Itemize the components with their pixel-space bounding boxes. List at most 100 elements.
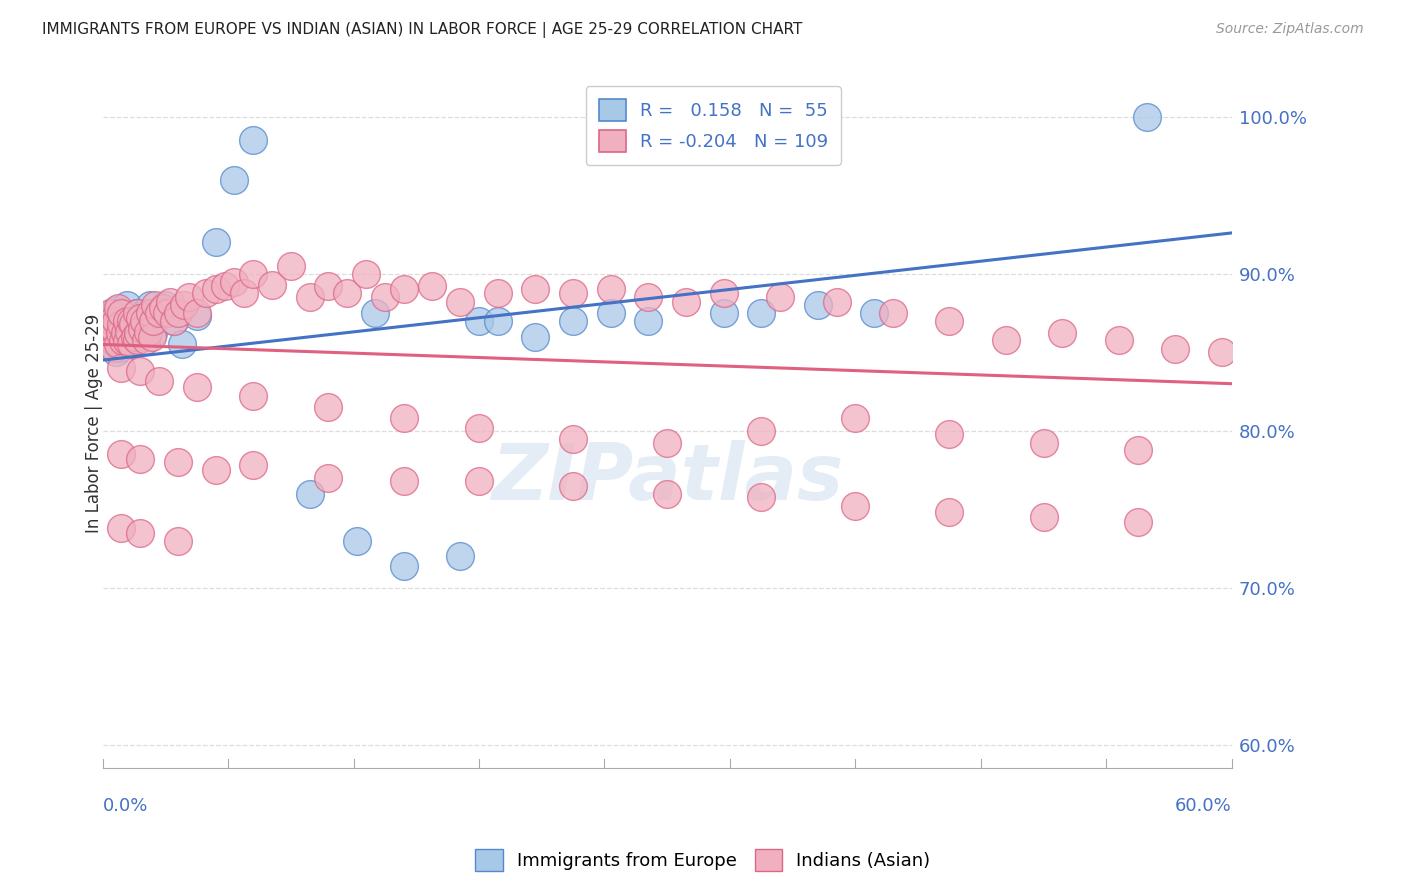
Point <box>120 337 142 351</box>
Point <box>121 317 143 331</box>
Point <box>129 310 152 325</box>
Point <box>132 314 155 328</box>
Point <box>138 306 160 320</box>
Point <box>994 333 1017 347</box>
Point <box>107 301 129 316</box>
Point <box>318 471 340 485</box>
Point <box>242 389 264 403</box>
Legend: R =   0.158   N =  55, R = -0.204   N = 109: R = 0.158 N = 55, R = -0.204 N = 109 <box>586 87 841 165</box>
Point <box>713 285 735 300</box>
Point <box>125 306 148 320</box>
Text: IMMIGRANTS FROM EUROPE VS INDIAN (ASIAN) IN LABOR FORCE | AGE 25-29 CORRELATION : IMMIGRANTS FROM EUROPE VS INDIAN (ASIAN)… <box>42 22 803 38</box>
Point <box>232 285 254 300</box>
Point <box>825 295 848 310</box>
Point <box>118 325 141 339</box>
Point <box>562 479 585 493</box>
Point <box>98 337 121 351</box>
Point <box>298 486 321 500</box>
Point <box>153 298 176 312</box>
Point <box>486 314 509 328</box>
Point <box>129 452 152 467</box>
Point <box>127 326 149 341</box>
Point <box>167 455 190 469</box>
Point <box>844 411 866 425</box>
Point <box>114 325 136 339</box>
Point <box>163 314 186 328</box>
Point <box>204 283 226 297</box>
Point <box>562 285 585 300</box>
Point <box>96 326 118 341</box>
Point <box>114 326 136 341</box>
Point <box>186 306 208 320</box>
Point <box>749 490 772 504</box>
Point <box>142 326 165 341</box>
Point <box>93 334 115 349</box>
Point <box>749 424 772 438</box>
Point <box>1126 515 1149 529</box>
Point <box>120 337 142 351</box>
Point <box>101 306 124 320</box>
Point <box>136 325 159 339</box>
Point <box>214 279 236 293</box>
Point <box>468 420 491 434</box>
Point <box>103 333 125 347</box>
Point <box>107 329 129 343</box>
Y-axis label: In Labor Force | Age 25-29: In Labor Force | Age 25-29 <box>86 313 103 533</box>
Point <box>318 401 340 415</box>
Point <box>675 295 697 310</box>
Point <box>101 333 124 347</box>
Point <box>120 322 142 336</box>
Point <box>112 334 135 349</box>
Point <box>110 361 132 376</box>
Point <box>1211 345 1233 359</box>
Point <box>138 298 160 312</box>
Point <box>1126 442 1149 457</box>
Point <box>179 290 201 304</box>
Point <box>97 329 120 343</box>
Point <box>260 277 283 292</box>
Point <box>242 458 264 473</box>
Point <box>336 285 359 300</box>
Point <box>148 306 170 320</box>
Point <box>346 533 368 548</box>
Point <box>110 317 132 331</box>
Point <box>129 314 152 328</box>
Point <box>120 314 142 328</box>
Point <box>115 298 138 312</box>
Point <box>173 298 195 312</box>
Point <box>938 314 960 328</box>
Point <box>118 326 141 341</box>
Point <box>129 525 152 540</box>
Point <box>96 317 118 331</box>
Point <box>807 298 830 312</box>
Point <box>938 426 960 441</box>
Point <box>104 314 127 328</box>
Point <box>104 302 127 317</box>
Point <box>93 326 115 341</box>
Text: 0.0%: 0.0% <box>103 797 148 814</box>
Point <box>637 290 659 304</box>
Point <box>159 295 181 310</box>
Point <box>1032 436 1054 450</box>
Point <box>115 314 138 328</box>
Point <box>125 306 148 320</box>
Point <box>224 172 246 186</box>
Point <box>562 432 585 446</box>
Point <box>167 533 190 548</box>
Point <box>121 314 143 328</box>
Point <box>1108 333 1130 347</box>
Point <box>110 521 132 535</box>
Point <box>486 285 509 300</box>
Point <box>114 314 136 328</box>
Point <box>110 447 132 461</box>
Point <box>844 499 866 513</box>
Point <box>97 314 120 328</box>
Point <box>101 325 124 339</box>
Point <box>374 290 396 304</box>
Text: ZIPatlas: ZIPatlas <box>491 441 844 516</box>
Point <box>657 436 679 450</box>
Point <box>769 290 792 304</box>
Point <box>392 474 415 488</box>
Point <box>392 558 415 573</box>
Text: Source: ZipAtlas.com: Source: ZipAtlas.com <box>1216 22 1364 37</box>
